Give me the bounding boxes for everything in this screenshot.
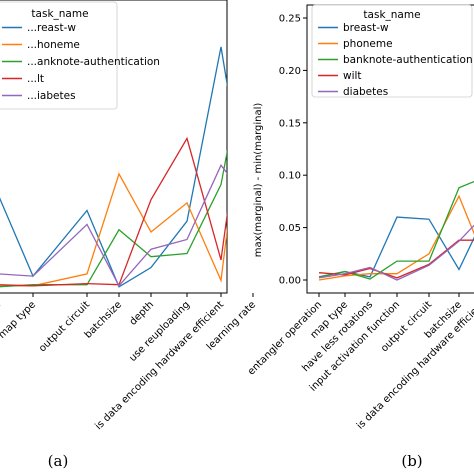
panel-a-legend-entry: ...lt — [27, 73, 44, 85]
panel-a-legend: task_name ...reast-w ...honeme ...anknote-… — [0, 1, 160, 110]
panel-b-y-tick-group: 0.00 0.05 0.10 0.15 0.20 0.25 — [279, 14, 307, 287]
panel-b-y-axis-label: max(marginal) - min(marginal) — [253, 103, 264, 258]
panel-a-series-line-phoneme — [0, 172, 227, 287]
panel-a-legend-title: task_name — [31, 8, 88, 20]
panel-a-x-tick-label: map type — [0, 299, 38, 341]
panel-b-series-line-phoneme — [318, 194, 474, 281]
panel-b-legend-entry: diabetes — [343, 86, 388, 98]
panel-b-y-tick-label: 0.10 — [279, 171, 301, 182]
panel-b-legend-title: task_name — [363, 9, 420, 21]
panel-a-legend-entry: ...anknote-authentication — [27, 56, 160, 68]
panel-a-legend-entry: ...honeme — [27, 39, 80, 51]
panel-a-caption: (a) — [48, 452, 69, 470]
panel-a-x-tick-label: use reuploading — [127, 299, 192, 364]
panel-a-legend-entry: ...reast-w — [27, 22, 76, 34]
panel-a-series-line-wilt — [0, 136, 227, 287]
panel-b-y-tick-label: 0.05 — [279, 223, 301, 234]
panel-b-y-tick-label: 0.00 — [279, 276, 301, 287]
panel-b-series-line-diabetes — [318, 224, 474, 281]
panel-b: 0.00 0.05 0.10 0.15 0.20 0.25 max(marginal) -… — [246, 4, 474, 470]
panel-b-legend-entry: phoneme — [343, 38, 393, 50]
panel-b-legend: task_name breast-w phoneme banknote-authen… — [311, 4, 473, 98]
panel-b-legend-entry: banknote-authentication — [343, 54, 473, 66]
panel-b-series-line-wilt — [318, 239, 474, 279]
panel-a-series-group — [0, 46, 227, 288]
panel-a-series-line-breast-w — [0, 46, 227, 288]
panel-a-series-line-diabetes — [0, 164, 227, 287]
panel-a-x-tick-label: is data encoding hardware efficient — [93, 299, 226, 432]
panel-a-legend-entry: ...iabetes — [27, 90, 76, 102]
panel-a-x-tick-label: depth — [128, 299, 156, 327]
panel-a-x-tick-label: output circuit — [37, 299, 92, 354]
panel-b-y-tick-label: 0.25 — [279, 14, 301, 25]
panel-b-y-tick-label: 0.15 — [279, 118, 301, 129]
panel-b-legend-box — [311, 4, 473, 98]
panel-b-y-tick-label: 0.20 — [279, 66, 301, 77]
panel-b-series-group — [318, 180, 474, 281]
panel-b-caption: (b) — [401, 452, 422, 470]
panel-b-series-line-banknote-authentication — [318, 180, 474, 280]
panel-b-legend-entry: wilt — [343, 70, 362, 82]
panel-b-legend-entry: breast-w — [343, 22, 389, 34]
panel-a-legend-box — [0, 1, 118, 110]
